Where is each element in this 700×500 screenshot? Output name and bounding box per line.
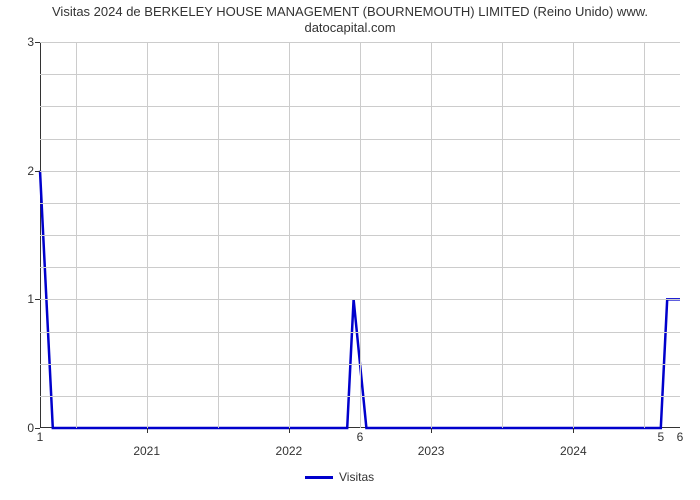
x-tick-label-num: 1 [37, 430, 44, 444]
x-tick-mark [573, 428, 574, 433]
y-tick-label: 3 [22, 35, 34, 49]
chart-title: Visitas 2024 de BERKELEY HOUSE MANAGEMEN… [0, 4, 700, 35]
x-tick-label-year: 2022 [276, 444, 303, 458]
y-tick-mark [35, 171, 40, 172]
legend: Visitas [305, 470, 374, 484]
y-tick-label: 2 [22, 164, 34, 178]
legend-swatch [305, 476, 333, 479]
chart-title-line2: datocapital.com [304, 20, 395, 35]
x-tick-label-year: 2021 [133, 444, 160, 458]
plot-area [40, 42, 680, 428]
y-tick-mark [35, 299, 40, 300]
grid-line-v [147, 42, 148, 428]
x-tick-mark [289, 428, 290, 433]
x-tick-label-num: 6 [357, 430, 364, 444]
y-tick-mark [35, 428, 40, 429]
y-tick-label: 1 [22, 292, 34, 306]
y-tick-mark [35, 42, 40, 43]
chart-container: Visitas 2024 de BERKELEY HOUSE MANAGEMEN… [0, 0, 700, 500]
x-tick-label-year: 2023 [418, 444, 445, 458]
x-tick-label-num: 5 [657, 430, 664, 444]
x-tick-mark [147, 428, 148, 433]
grid-line-v [289, 42, 290, 428]
grid-line-v [644, 42, 645, 428]
x-tick-label-num: 6 [677, 430, 684, 444]
y-tick-label: 0 [22, 421, 34, 435]
grid-line-v [218, 42, 219, 428]
grid-line-v [360, 42, 361, 428]
x-tick-mark [431, 428, 432, 433]
grid-line-v [502, 42, 503, 428]
grid-line-v [573, 42, 574, 428]
chart-title-line1: Visitas 2024 de BERKELEY HOUSE MANAGEMEN… [52, 4, 648, 19]
grid-line-v [431, 42, 432, 428]
x-tick-label-year: 2024 [560, 444, 587, 458]
legend-label: Visitas [339, 470, 374, 484]
grid-line-v [76, 42, 77, 428]
